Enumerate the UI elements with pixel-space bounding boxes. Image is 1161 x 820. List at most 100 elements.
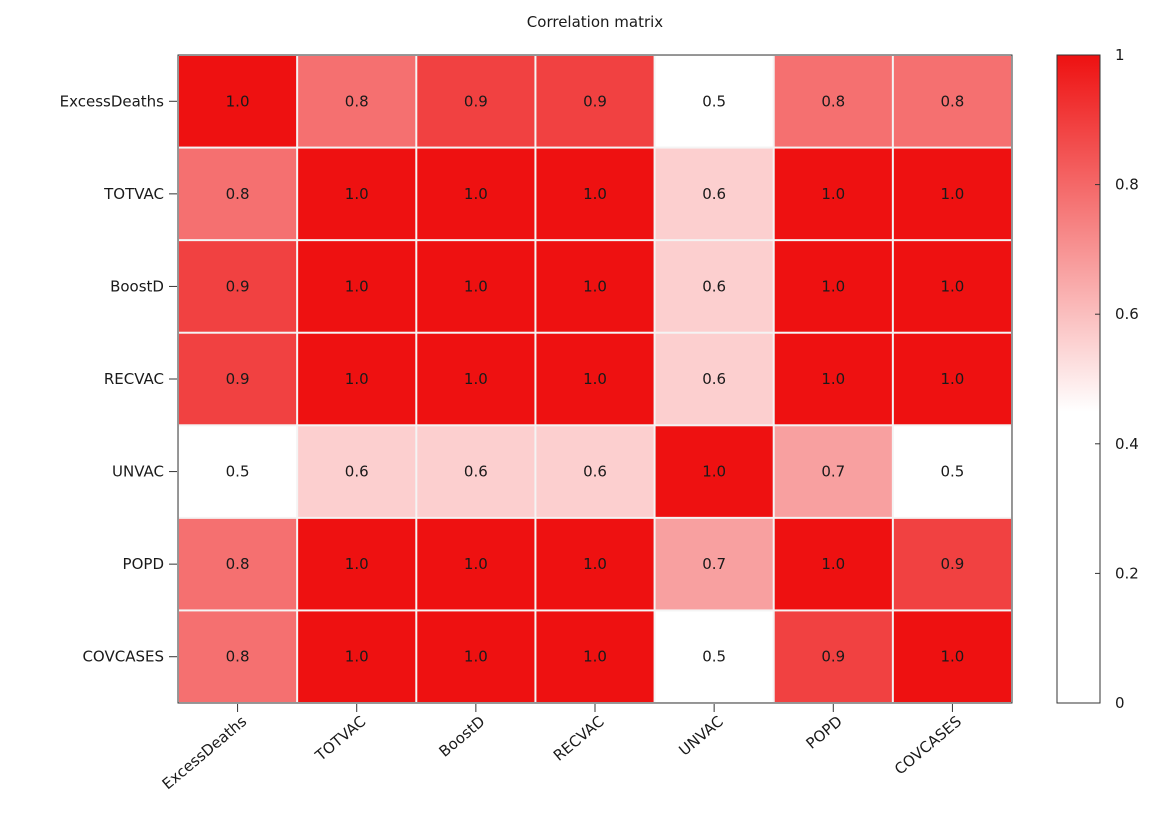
column-label: UNVAC — [675, 712, 726, 759]
heatmap-cell — [417, 241, 535, 332]
column-label: COVCASES — [891, 712, 965, 778]
colorbar: 0 0.2 0.4 0.6 0.8 1 — [1056, 46, 1139, 712]
heatmap-cell — [655, 426, 773, 517]
cell-value-label: 0.9 — [583, 92, 607, 110]
cell-value-label: 1.0 — [345, 648, 369, 666]
heatmap-cell — [774, 148, 892, 240]
cell-value-label: 1.0 — [464, 370, 488, 388]
cell-value-label: 1.0 — [345, 555, 369, 573]
heatmap-cell — [774, 333, 892, 425]
heatmap-cell — [655, 148, 773, 240]
heatmap-cell — [655, 611, 773, 702]
heatmap-cell — [179, 518, 297, 610]
cell-value-label: 0.6 — [702, 370, 726, 388]
chart-title: Correlation matrix — [527, 13, 664, 31]
cell-value-label: 0.8 — [226, 555, 250, 573]
cell-value-label: 0.6 — [464, 463, 488, 481]
heatmap-cell — [417, 333, 535, 425]
cell-value-label: 0.8 — [821, 92, 845, 110]
column-label: TOTVAC — [311, 712, 369, 765]
cell-value-label: 1.0 — [821, 370, 845, 388]
cell-value-label: 1.0 — [583, 555, 607, 573]
heatmap-cell — [536, 611, 654, 702]
heatmap-cell — [298, 333, 416, 425]
heatmap-cell — [179, 333, 297, 425]
heatmap-cell — [417, 518, 535, 610]
cell-value-label: 0.7 — [702, 555, 726, 573]
cell-value-label: 1.0 — [583, 277, 607, 295]
heatmap-cell — [774, 56, 892, 147]
row-label: UNVAC — [112, 463, 164, 481]
row-label: RECVAC — [104, 370, 164, 388]
heatmap-cell — [893, 333, 1011, 425]
cell-value-label: 1.0 — [226, 92, 250, 110]
heatmap-cell — [893, 611, 1011, 702]
cell-value-label: 0.8 — [345, 92, 369, 110]
row-label: BoostD — [110, 277, 164, 295]
cell-value-label: 0.5 — [226, 463, 250, 481]
colorbar-tick-label: 0.6 — [1115, 305, 1139, 323]
colorbar-tick-label: 1 — [1115, 46, 1125, 64]
heatmap-cell — [774, 426, 892, 517]
heatmap-cell — [179, 148, 297, 240]
heatmap-cell — [417, 611, 535, 702]
heatmap-cell — [893, 148, 1011, 240]
cell-value-label: 0.6 — [345, 463, 369, 481]
cell-value-label: 1.0 — [702, 463, 726, 481]
heatmap-cell — [536, 518, 654, 610]
heatmap-cells: 1.0 0.8 0.9 0.9 0.5 0.8 0.8 0.8 1.0 1.0 1.0 0.6 1.0 1… — [177, 54, 1013, 704]
heatmap-cell — [536, 241, 654, 332]
cell-value-label: 1.0 — [583, 648, 607, 666]
heatmap-cell — [655, 333, 773, 425]
row-label: POPD — [123, 555, 164, 573]
heatmap-cell — [298, 611, 416, 702]
colorbar-tick-label: 0.2 — [1115, 564, 1139, 582]
row-label: COVCASES — [82, 648, 164, 666]
cell-value-label: 1.0 — [821, 555, 845, 573]
column-label: RECVAC — [550, 712, 608, 764]
cell-value-label: 1.0 — [345, 277, 369, 295]
colorbar-tick-label: 0.4 — [1115, 435, 1139, 453]
heatmap-cell — [536, 56, 654, 147]
cell-value-label: 1.0 — [345, 370, 369, 388]
cell-value-label: 1.0 — [583, 370, 607, 388]
heatmap-cell — [774, 611, 892, 702]
cell-value-label: 0.5 — [702, 92, 726, 110]
heatmap-cell — [298, 148, 416, 240]
heatmap-cell — [298, 426, 416, 517]
colorbar-tick-label: 0.8 — [1115, 176, 1139, 194]
cell-value-label: 0.9 — [821, 648, 845, 666]
cell-value-label: 1.0 — [821, 185, 845, 203]
cell-value-label: 1.0 — [940, 370, 964, 388]
cell-value-label: 0.9 — [464, 92, 488, 110]
row-labels: ExcessDeaths TOTVAC BoostD RECVAC UNVAC POPD C… — [60, 92, 177, 666]
colorbar-gradient — [1056, 54, 1101, 704]
heatmap-cell — [179, 611, 297, 702]
cell-value-label: 1.0 — [940, 648, 964, 666]
cell-value-label: 0.9 — [226, 370, 250, 388]
heatmap-cell — [536, 148, 654, 240]
heatmap-cell — [417, 426, 535, 517]
heatmap-cell — [774, 518, 892, 610]
cell-value-label: 0.9 — [940, 555, 964, 573]
cell-value-label: 1.0 — [583, 185, 607, 203]
colorbar-tick-label: 0 — [1115, 694, 1125, 712]
cell-value-label: 1.0 — [940, 185, 964, 203]
cell-value-label: 0.5 — [702, 648, 726, 666]
cell-value-label: 0.5 — [940, 463, 964, 481]
column-label: ExcessDeaths — [159, 712, 251, 793]
cell-value-label: 0.6 — [702, 277, 726, 295]
cell-value-label: 0.6 — [583, 463, 607, 481]
cell-value-label: 1.0 — [464, 555, 488, 573]
row-label: ExcessDeaths — [60, 92, 165, 110]
cell-value-label: 0.8 — [226, 185, 250, 203]
heatmap-cell — [298, 518, 416, 610]
heatmap-cell — [655, 56, 773, 147]
cell-value-label: 0.7 — [821, 463, 845, 481]
column-labels: ExcessDeaths TOTVAC BoostD RECVAC UNVAC POPD C… — [159, 704, 965, 793]
heatmap-cell — [536, 333, 654, 425]
heatmap-cell — [893, 241, 1011, 332]
heatmap-cell — [655, 518, 773, 610]
